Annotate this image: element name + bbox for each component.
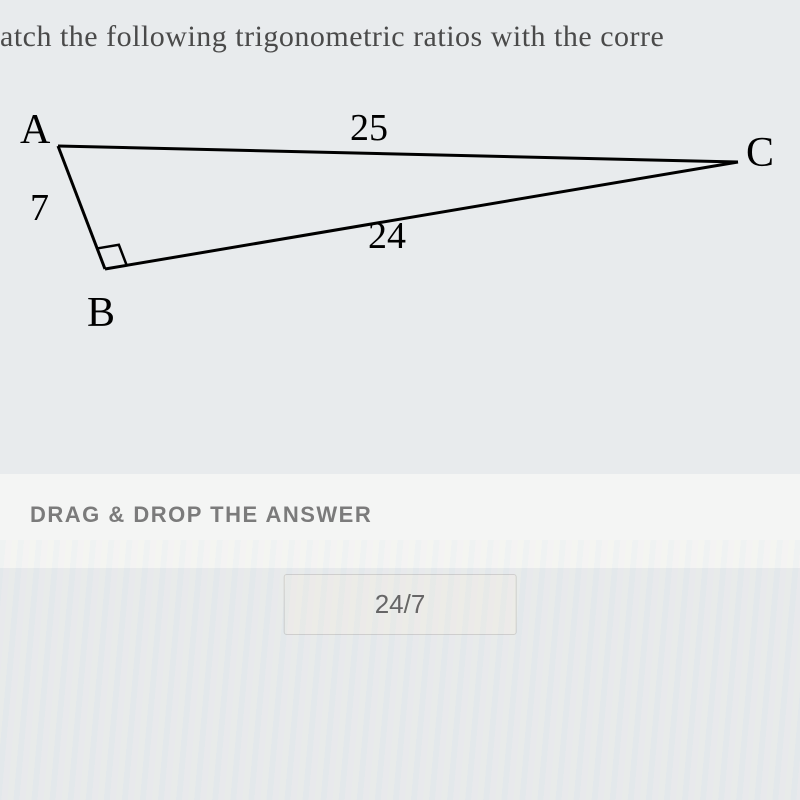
vertex-label-b: B xyxy=(87,289,115,337)
triangle-figure: A B C 25 7 24 xyxy=(0,94,800,404)
drag-drop-heading: DRAG & DROP THE ANSWER xyxy=(30,502,770,528)
answer-chip[interactable]: 24/7 xyxy=(284,574,517,635)
side-label-ab: 7 xyxy=(30,186,49,230)
question-prompt: atch the following trigonometric ratios … xyxy=(0,20,800,54)
vertex-label-a: A xyxy=(20,106,50,154)
vertex-label-c: C xyxy=(746,129,774,177)
answer-panel: DRAG & DROP THE ANSWER 24/7 xyxy=(0,474,800,568)
side-label-bc: 24 xyxy=(368,214,406,258)
side-label-ac: 25 xyxy=(350,106,388,150)
